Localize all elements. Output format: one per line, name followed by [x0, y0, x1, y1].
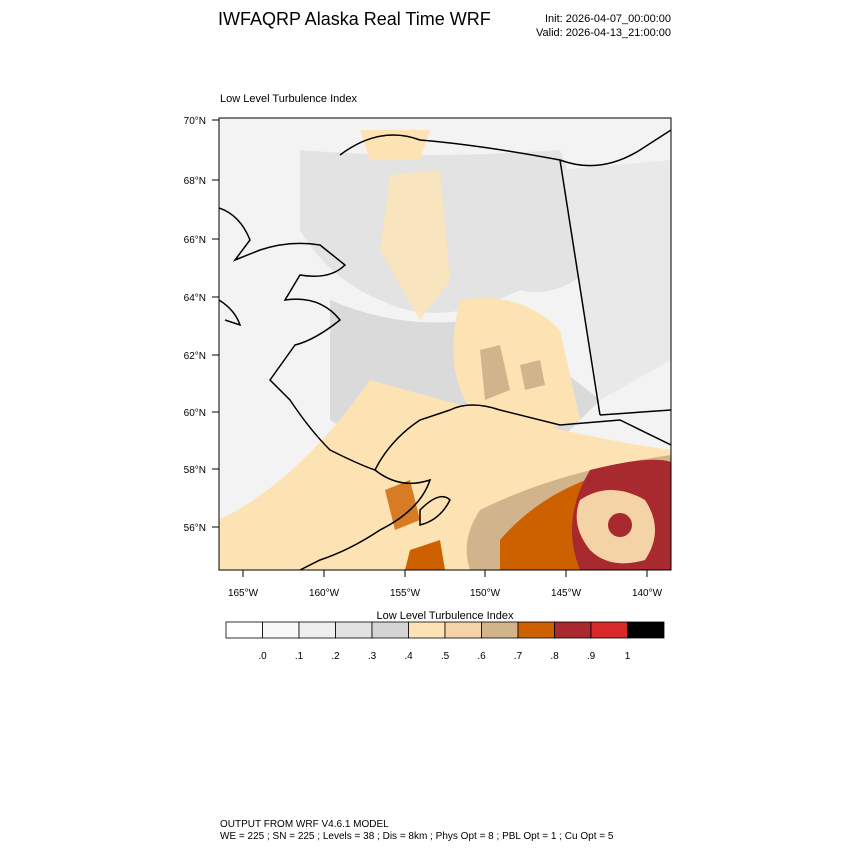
colorbar-box	[517, 621, 555, 639]
map-title: Low Level Turbulence Index	[220, 93, 357, 105]
colorbar-box	[590, 621, 628, 639]
colorbar-label: .5	[441, 651, 450, 662]
map-field	[219, 118, 671, 570]
lon-label: 160°W	[309, 588, 340, 599]
footer-line: OUTPUT FROM WRF V4.6.1 MODEL	[220, 819, 389, 830]
colorbar-label: .7	[514, 651, 523, 662]
colorbar-label: .3	[368, 651, 377, 662]
lon-label: 165°W	[228, 588, 259, 599]
colorbar-label: .4	[404, 651, 413, 662]
colorbar-box	[371, 621, 409, 639]
lat-label: 56°N	[184, 523, 206, 534]
lat-labels: 70°N 68°N 66°N 64°N 62°N 60°N 58°N 56°N	[184, 116, 219, 534]
lat-label: 64°N	[184, 293, 206, 304]
colorbar-label: .6	[477, 651, 486, 662]
lon-label: 150°W	[470, 588, 501, 599]
colorbar-box	[627, 621, 665, 639]
colorbar-box	[408, 621, 446, 639]
lat-label: 58°N	[184, 465, 206, 476]
map-frame	[218, 117, 672, 571]
colorbar-label: .0	[258, 651, 267, 662]
lat-label: 66°N	[184, 235, 206, 246]
colorbar-box	[444, 621, 482, 639]
lat-label: 70°N	[184, 116, 206, 127]
lat-label: 62°N	[184, 351, 206, 362]
colorbar-box	[335, 621, 373, 639]
colorbar-box	[262, 621, 300, 639]
footer-line: WE = 225 ; SN = 225 ; Levels = 38 ; Dis …	[220, 831, 614, 842]
init-time: Init: 2026-04-07_00:00:00	[545, 13, 671, 25]
colorbar-label: .8	[550, 651, 559, 662]
lon-label: 155°W	[390, 588, 421, 599]
colorbar: .0 .1 .2 .3 .4 .5 .6 .7 .8 .9 1	[225, 621, 665, 662]
lat-label: 60°N	[184, 408, 206, 419]
colorbar-box	[225, 621, 263, 639]
lon-label: 145°W	[551, 588, 582, 599]
colorbar-label: 1	[625, 651, 631, 662]
lon-label: 140°W	[632, 588, 663, 599]
lon-labels: 165°W 160°W 155°W 150°W 145°W 140°W	[228, 570, 663, 599]
valid-time: Valid: 2026-04-13_21:00:00	[536, 27, 671, 39]
colorbar-label: .1	[295, 651, 304, 662]
coastlines	[219, 129, 671, 570]
colorbar-title: Low Level Turbulence Index	[377, 610, 514, 622]
colorbar-label: .2	[331, 651, 340, 662]
colorbar-box	[481, 621, 519, 639]
title: IWFAQRP Alaska Real Time WRF	[218, 9, 491, 29]
colorbar-label: .9	[587, 651, 596, 662]
lat-label: 68°N	[184, 176, 206, 187]
colorbar-box	[554, 621, 592, 639]
colorbar-box	[298, 621, 336, 639]
